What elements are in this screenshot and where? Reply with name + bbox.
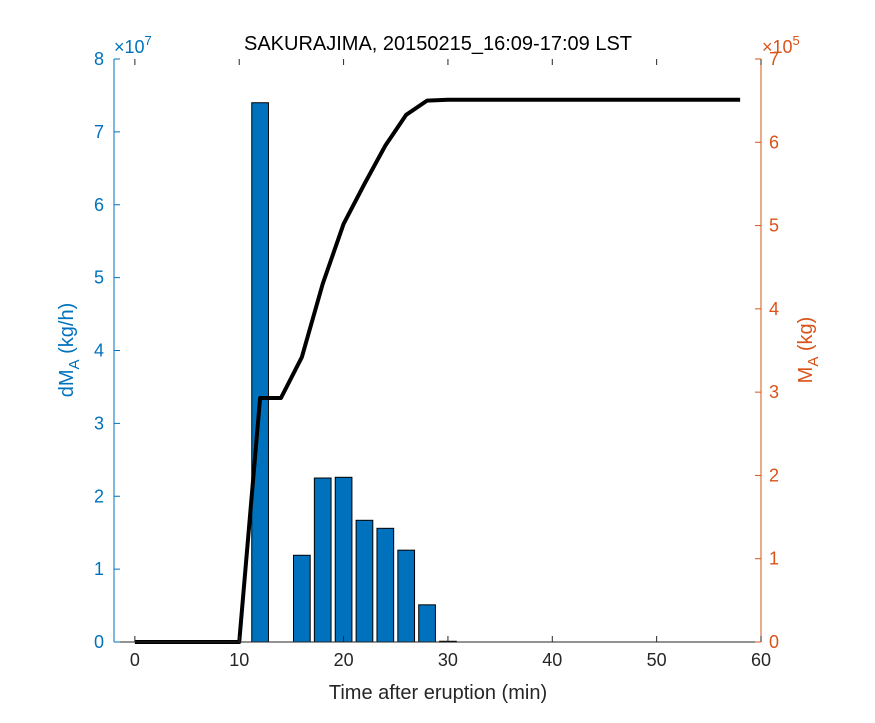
right-axis-ticks: 0 1 2 3 4 5 6 7: [755, 49, 779, 652]
x-ticks: 0 10 20 30 40 50 60: [130, 59, 771, 670]
bar: [251, 102, 269, 643]
left-tick-label: 0: [94, 632, 104, 652]
left-tick-label: 3: [94, 413, 104, 433]
line-layer: [134, 97, 741, 644]
bar: [376, 527, 395, 643]
right-tick-label: 7: [769, 49, 779, 69]
x-axis-label: Time after eruption (min): [329, 682, 547, 704]
right-axis-label: MA (kg): [795, 317, 822, 384]
left-tick-label: 7: [94, 122, 104, 142]
bar: [334, 476, 353, 643]
x-tick-label: 40: [542, 650, 562, 670]
bar: [355, 519, 374, 643]
left-tick-label: 5: [94, 268, 104, 288]
left-tick-label: 1: [94, 559, 104, 579]
right-tick-label: 6: [769, 132, 779, 152]
left-axis-label: dMA (kg/h): [56, 303, 83, 398]
left-tick-label: 4: [94, 341, 104, 361]
bar: [292, 554, 311, 643]
left-tick-label: 2: [94, 486, 104, 506]
x-tick-label: 30: [438, 650, 458, 670]
right-tick-label: 5: [769, 216, 779, 236]
right-tick-label: 4: [769, 299, 779, 319]
x-tick-label: 0: [130, 650, 140, 670]
right-tick-label: 1: [769, 549, 779, 569]
bar: [313, 477, 332, 643]
chart-title: SAKURAJIMA, 20150215_16:09-17:09 LST: [244, 33, 632, 55]
bar: [418, 604, 436, 643]
right-tick-label: 0: [769, 632, 779, 652]
plot-area: [114, 59, 761, 642]
bars-layer: [251, 102, 457, 643]
right-tick-label: 2: [769, 465, 779, 485]
right-tick-label: 3: [769, 382, 779, 402]
left-exponent-label: ×107: [114, 33, 152, 57]
x-tick-label: 50: [647, 650, 667, 670]
left-axis-ticks: 0 1 2 3 4 5 6 7 8: [94, 49, 120, 652]
left-tick-label: 6: [94, 195, 104, 215]
bar: [397, 549, 416, 643]
left-tick-label: 8: [94, 49, 104, 69]
x-tick-label: 20: [334, 650, 354, 670]
x-tick-label: 10: [229, 650, 249, 670]
x-tick-label: 60: [751, 650, 771, 670]
right-exponent-label: ×105: [762, 33, 800, 57]
cumulative-line: [134, 97, 741, 644]
